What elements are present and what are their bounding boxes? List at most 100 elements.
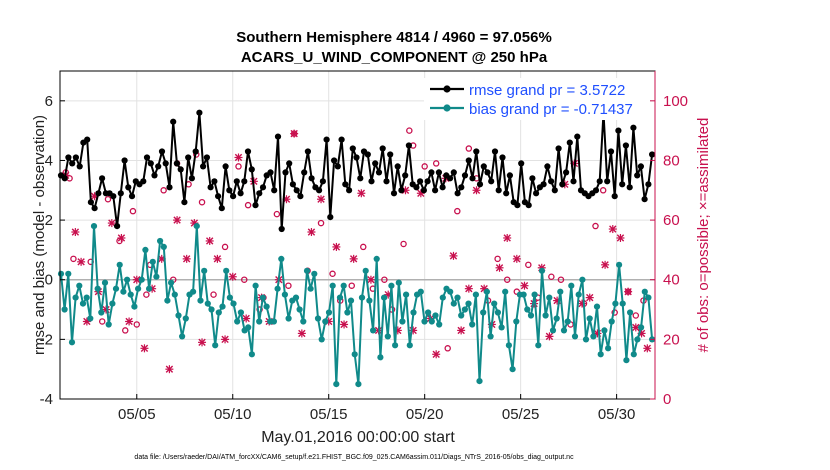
chart-subtitle: ACARS_U_WIND_COMPONENT @ 250 hPa — [241, 49, 548, 66]
bias-point — [487, 333, 494, 340]
obs-assimilated-point — [234, 153, 243, 162]
bias-point — [447, 288, 454, 295]
bias-point — [83, 294, 90, 301]
rmse-point — [200, 163, 207, 170]
rmse-point — [387, 151, 394, 158]
bias-point — [325, 309, 333, 316]
bias-point — [432, 312, 439, 319]
bias-point — [590, 333, 597, 340]
obs-assimilated-point — [608, 225, 617, 234]
rmse-point — [574, 133, 581, 140]
obs-possible-point — [221, 243, 229, 251]
bias-point — [575, 291, 582, 298]
bias-point — [582, 336, 590, 343]
rmse-point — [506, 172, 513, 179]
obs-assimilated-point — [432, 350, 441, 359]
obs-assimilated-point — [307, 228, 316, 237]
rmse-point — [207, 184, 214, 191]
rmse-point — [540, 181, 547, 188]
rmse-point — [293, 187, 300, 194]
bias-point — [322, 318, 329, 325]
rmse-point — [76, 163, 83, 170]
bias-point — [502, 288, 509, 295]
rmse-point — [349, 145, 356, 152]
obs-assimilated-point — [198, 338, 207, 347]
bias-point — [190, 288, 197, 295]
rmse-point — [592, 187, 600, 194]
rmse-point — [173, 160, 180, 167]
rmse-point — [473, 148, 480, 155]
bias-point — [344, 309, 351, 316]
bias-point — [340, 282, 347, 289]
rmse-point — [432, 187, 439, 194]
bias-point — [619, 300, 626, 307]
rmse-point — [222, 163, 229, 170]
bias-point — [274, 285, 281, 292]
rmse-point — [61, 175, 68, 182]
bias-point — [436, 321, 443, 328]
rmse-point — [244, 148, 252, 155]
bias-point — [226, 294, 233, 301]
rmse-point — [274, 133, 282, 140]
rmse-point — [375, 169, 383, 176]
bias-point — [370, 327, 377, 334]
obs-possible-point — [143, 291, 150, 298]
right-tick-label: 100 — [663, 93, 688, 110]
rmse-point — [196, 109, 203, 116]
obs-possible-point — [122, 327, 129, 334]
rmse-point — [364, 151, 371, 158]
rmse-point — [151, 172, 158, 179]
obs-assimilated-point — [71, 228, 80, 237]
rmse-point — [634, 172, 641, 179]
x-tick-label: 05/30 — [598, 406, 636, 423]
rmse-point — [447, 175, 454, 182]
rmse-point — [140, 178, 147, 185]
rmse-point — [226, 187, 233, 194]
obs-possible-point — [421, 163, 428, 170]
bias-point — [212, 342, 219, 349]
rmse-point — [619, 181, 626, 188]
bias-point — [476, 378, 483, 385]
obs-possible-point — [632, 312, 640, 319]
bias-point — [527, 312, 535, 319]
rmse-point — [476, 181, 484, 188]
right-tick-label: 80 — [663, 152, 680, 169]
rmse-point — [338, 136, 345, 143]
obs-possible-point — [503, 276, 511, 283]
obs-assimilated-point — [512, 254, 521, 263]
bias-point — [347, 297, 355, 304]
bias-point — [406, 342, 413, 349]
bias-point — [208, 306, 215, 313]
obs-assimilated-point — [332, 242, 341, 251]
rmse-point — [604, 178, 611, 185]
rmse-point — [259, 184, 267, 191]
rmse-point — [383, 178, 390, 185]
bias-point — [638, 324, 645, 331]
rmse-point — [555, 145, 562, 152]
bias-point — [520, 291, 527, 298]
bias-point — [494, 309, 501, 316]
bias-point — [234, 318, 241, 325]
bias-point — [61, 306, 68, 313]
obs-possible-point — [98, 318, 106, 325]
rmse-point — [461, 172, 469, 179]
rmse-point — [357, 175, 364, 182]
rmse-point — [417, 178, 424, 185]
bias-point — [568, 282, 575, 289]
obs-possible-point — [557, 276, 565, 283]
rmse-point — [69, 160, 76, 167]
bias-point — [127, 291, 134, 298]
rmse-point — [637, 163, 645, 170]
rmse-point — [177, 166, 184, 173]
bias-point — [124, 276, 131, 283]
rmse-point — [435, 169, 442, 176]
bias-point — [450, 300, 457, 307]
bias-point — [215, 309, 222, 316]
rmse-point — [630, 124, 637, 131]
rmse-point — [615, 127, 622, 134]
obs-possible-point — [285, 282, 292, 289]
rmse-point — [72, 154, 79, 161]
obs-assimilated-point — [631, 323, 640, 332]
rmse-point — [465, 157, 472, 164]
rmse-point — [117, 190, 124, 197]
